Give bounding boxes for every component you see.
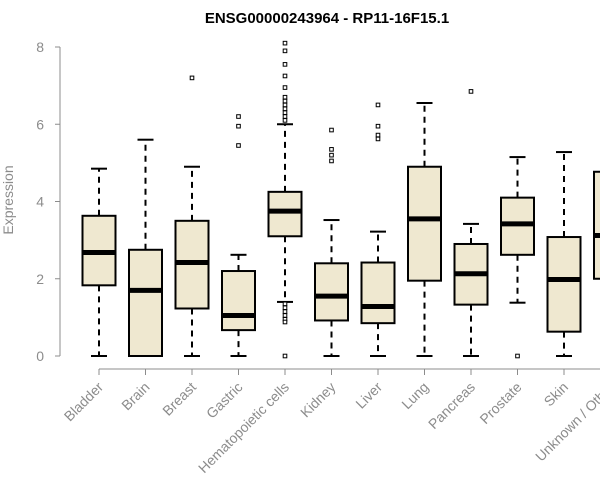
y-tick-label: 4: [36, 194, 44, 210]
x-tick-label: Pancreas: [425, 379, 478, 432]
y-axis-label: Expression: [0, 165, 16, 234]
outlier-point: [330, 159, 334, 163]
x-tick-label: Prostate: [476, 379, 524, 427]
x-tick-label: Bladder: [61, 379, 107, 425]
outlier-point: [283, 107, 287, 111]
outlier-point: [237, 124, 241, 128]
box-skin: [548, 152, 581, 356]
box-breast: [176, 76, 209, 356]
box-gastric: [222, 115, 255, 356]
outlier-point: [283, 306, 287, 310]
outlier-point: [237, 115, 241, 119]
outlier-point: [283, 320, 287, 324]
y-tick-label: 0: [36, 348, 44, 364]
outlier-point: [283, 111, 287, 115]
outlier-point: [283, 115, 287, 119]
x-tick-label: Hematopoietic cells: [195, 379, 292, 476]
outlier-point: [283, 74, 287, 78]
outlier-point: [283, 302, 287, 306]
outlier-point: [283, 41, 287, 45]
box-kidney: [315, 128, 348, 356]
iqr-box: [408, 167, 441, 281]
box-unknown-other: [594, 59, 600, 356]
outlier-point: [330, 148, 334, 152]
outlier-point: [190, 76, 194, 80]
x-tick-label: Liver: [352, 379, 385, 412]
outlier-point: [330, 128, 334, 132]
iqr-box: [548, 237, 581, 332]
box-prostate: [501, 157, 534, 358]
box-liver: [362, 103, 395, 356]
iqr-box: [222, 271, 255, 330]
outlier-point: [283, 103, 287, 107]
box-plot-chart: ENSG00000243964 - RP11-16F15.1 Expressio…: [0, 0, 600, 500]
outlier-point: [376, 124, 380, 128]
iqr-box: [315, 263, 348, 320]
outlier-point: [376, 133, 380, 137]
chart-title: ENSG00000243964 - RP11-16F15.1: [205, 10, 449, 27]
box-hematopoietic-cells: [269, 41, 302, 357]
x-tick-label: Skin: [541, 379, 572, 410]
box-pancreas: [455, 90, 488, 356]
y-tick-label: 8: [36, 39, 44, 55]
outlier-point: [376, 137, 380, 141]
outlier-point: [469, 90, 473, 94]
y-tick-label: 2: [36, 271, 44, 287]
x-tick-label: Breast: [159, 379, 199, 419]
iqr-box: [269, 192, 302, 236]
outlier-point: [516, 354, 520, 358]
box-brain: [129, 140, 162, 356]
x-tick-label: Gastric: [203, 379, 246, 422]
box-bladder: [83, 169, 116, 356]
outlier-point: [376, 103, 380, 107]
outlier-point: [283, 49, 287, 53]
x-tick-label: Kidney: [297, 379, 339, 421]
iqr-box: [129, 250, 162, 356]
outlier-point: [237, 144, 241, 148]
outlier-point: [330, 153, 334, 157]
x-tick-label: Brain: [118, 379, 152, 413]
iqr-box: [594, 172, 600, 279]
outlier-point: [283, 95, 287, 99]
y-tick-label: 6: [36, 116, 44, 132]
outlier-point: [283, 86, 287, 90]
y-axis: 0 2 4 6 8: [36, 39, 60, 364]
outlier-point: [283, 310, 287, 314]
outlier-point: [283, 63, 287, 67]
outlier-point: [283, 354, 287, 358]
iqr-box: [362, 263, 395, 324]
outlier-point: [283, 119, 287, 123]
outlier-point: [283, 99, 287, 103]
outlier-point: [283, 314, 287, 318]
x-tick-label: Lung: [398, 379, 431, 412]
box-lung: [408, 103, 441, 356]
boxes: [83, 41, 600, 357]
